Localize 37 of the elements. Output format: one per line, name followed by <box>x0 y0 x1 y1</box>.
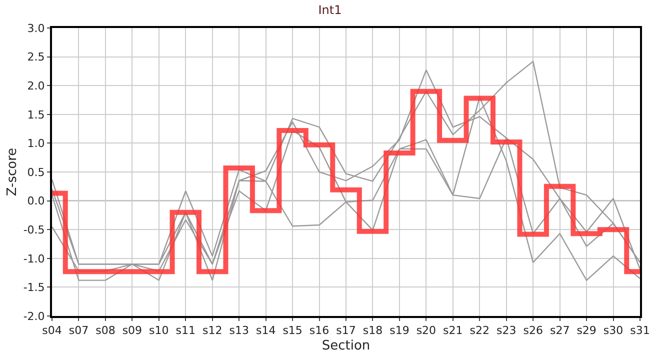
x-tick-label: s23 <box>496 324 516 338</box>
y-tick-label: 2.0 <box>27 79 45 92</box>
x-tick-label: s04 <box>42 324 62 338</box>
y-tick-label: 3.0 <box>27 22 45 35</box>
x-tick-label: s26 <box>523 324 543 338</box>
y-tick-label: -2.0 <box>23 310 45 323</box>
x-axis-title: Section <box>322 338 370 354</box>
x-tick-label: s19 <box>390 324 410 338</box>
y-tick-label: 2.5 <box>27 50 45 64</box>
x-tick-label: s30 <box>603 324 624 338</box>
x-tick-label: s12 <box>202 324 222 338</box>
x-tick-label: s29 <box>576 324 596 338</box>
y-tick-label: 1.0 <box>27 137 45 150</box>
x-tick-label: s20 <box>416 324 436 338</box>
x-tick-label: s16 <box>309 324 330 338</box>
x-tick-label: s27 <box>550 324 570 338</box>
x-tick-label: s31 <box>630 324 650 338</box>
y-tick-label: -1.0 <box>23 252 45 266</box>
x-tick-label: s08 <box>96 324 116 338</box>
x-tick-label: s07 <box>68 324 89 338</box>
x-tick-label: s17 <box>336 324 356 338</box>
x-tick-label: s18 <box>362 324 383 338</box>
x-tick-label: s10 <box>149 324 169 338</box>
x-tick-label: s15 <box>282 324 302 338</box>
y-tick-label: 0.0 <box>27 194 45 208</box>
x-tick-label: s14 <box>256 324 276 338</box>
x-tick-label: s21 <box>443 324 463 338</box>
x-tick-label: s13 <box>229 324 249 338</box>
chart-title: Int1 <box>318 2 342 17</box>
y-tick-label: 1.5 <box>27 108 45 122</box>
y-tick-label: -1.5 <box>23 281 45 294</box>
x-tick-label: s09 <box>122 324 142 338</box>
y-tick-label: -0.5 <box>23 223 45 236</box>
x-tick-label: s22 <box>470 324 490 338</box>
x-tick-label: s11 <box>176 324 196 338</box>
y-axis-title: Z-score <box>4 148 20 196</box>
y-tick-label: 0.5 <box>27 166 45 179</box>
